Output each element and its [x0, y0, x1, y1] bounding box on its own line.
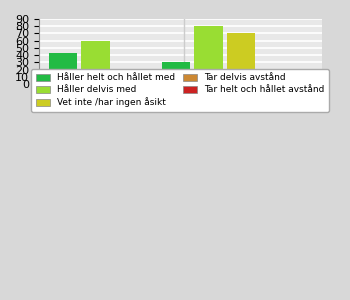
Bar — [226, 33, 255, 84]
Bar — [81, 41, 110, 84]
Bar — [291, 79, 320, 84]
Legend: Håller helt och hållet med, Håller delvis med, Vet inte /har ingen åsikt, Tar de: Håller helt och hållet med, Håller delvi… — [31, 69, 329, 112]
Bar — [178, 82, 206, 84]
Bar — [146, 80, 174, 84]
Bar — [49, 53, 77, 84]
Bar — [162, 62, 190, 84]
Bar — [194, 26, 223, 84]
Bar — [259, 81, 287, 84]
Bar — [113, 73, 142, 84]
